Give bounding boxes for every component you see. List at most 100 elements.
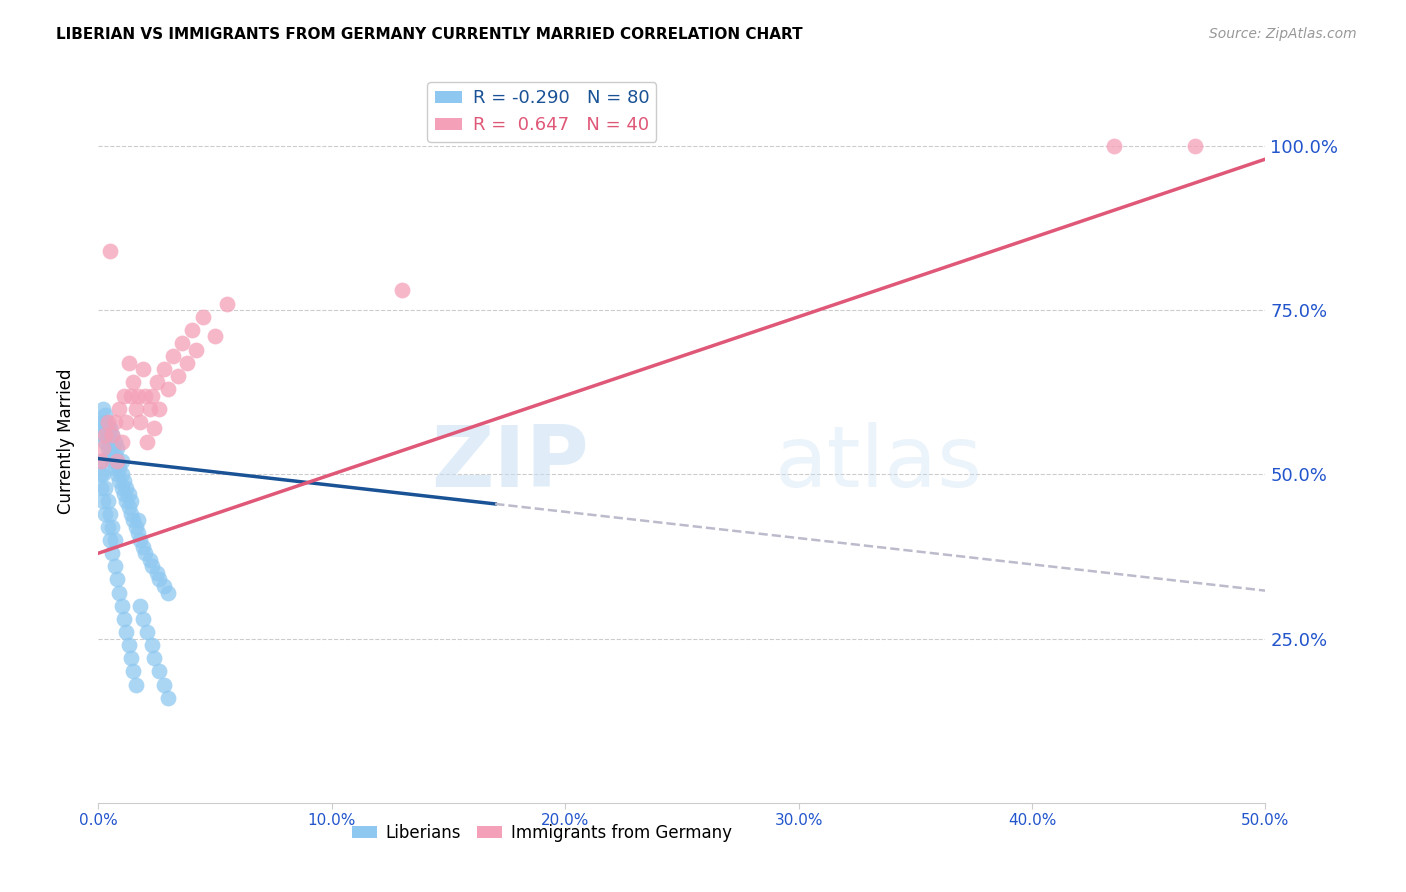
Point — [91, 401, 114, 416]
Point — [129, 599, 152, 613]
Point — [136, 434, 159, 449]
Point — [136, 625, 159, 640]
Point — [146, 566, 169, 580]
Point — [104, 533, 127, 547]
Point — [134, 388, 156, 402]
Point — [101, 441, 124, 455]
Point — [104, 415, 127, 429]
Point — [94, 434, 117, 449]
Point — [152, 362, 174, 376]
Point — [215, 296, 238, 310]
Point — [108, 401, 131, 416]
Point — [108, 474, 131, 488]
Point — [172, 336, 194, 351]
Point — [104, 559, 127, 574]
Point — [91, 428, 114, 442]
Point — [112, 388, 135, 402]
Point — [101, 520, 124, 534]
Text: atlas: atlas — [775, 422, 983, 505]
Point — [186, 343, 208, 357]
Point — [112, 487, 135, 501]
Text: LIBERIAN VS IMMIGRANTS FROM GERMANY CURRENTLY MARRIED CORRELATION CHART: LIBERIAN VS IMMIGRANTS FROM GERMANY CURR… — [56, 27, 803, 42]
Point — [111, 481, 134, 495]
Point — [90, 481, 112, 495]
Point — [108, 460, 131, 475]
Point — [120, 493, 142, 508]
Point — [104, 434, 127, 449]
Point — [98, 434, 121, 449]
Point — [115, 493, 138, 508]
Point — [141, 638, 163, 652]
Point — [111, 434, 134, 449]
Point — [115, 625, 138, 640]
Point — [94, 415, 117, 429]
Y-axis label: Currently Married: Currently Married — [56, 368, 75, 515]
Point — [143, 421, 166, 435]
Point — [101, 546, 124, 560]
Point — [132, 362, 155, 376]
Point — [115, 481, 138, 495]
Point — [105, 454, 128, 468]
Point — [152, 677, 174, 691]
Point — [120, 651, 142, 665]
Point — [112, 612, 135, 626]
Point — [204, 329, 226, 343]
Text: ZIP: ZIP — [430, 422, 589, 505]
Point — [122, 665, 145, 679]
Point — [90, 467, 112, 482]
Point — [1102, 139, 1125, 153]
Point — [94, 481, 117, 495]
Point — [90, 454, 112, 468]
Point — [127, 513, 149, 527]
Point — [101, 428, 124, 442]
Point — [132, 540, 155, 554]
Point — [115, 415, 138, 429]
Point — [91, 493, 114, 508]
Point — [125, 401, 148, 416]
Point — [118, 638, 141, 652]
Point — [120, 388, 142, 402]
Point — [97, 520, 120, 534]
Point — [1184, 139, 1206, 153]
Point — [111, 599, 134, 613]
Point — [125, 677, 148, 691]
Point — [143, 651, 166, 665]
Point — [141, 388, 163, 402]
Point — [101, 454, 124, 468]
Point — [148, 665, 170, 679]
Point — [180, 323, 202, 337]
Point — [111, 454, 134, 468]
Point — [94, 421, 117, 435]
Point — [98, 507, 121, 521]
Point — [157, 382, 180, 396]
Point — [105, 441, 128, 455]
Point — [97, 415, 120, 429]
Point — [139, 401, 162, 416]
Point — [97, 441, 120, 455]
Point — [105, 573, 128, 587]
Point — [97, 421, 120, 435]
Point — [157, 585, 180, 599]
Point — [127, 388, 149, 402]
Point — [111, 467, 134, 482]
Point — [91, 441, 114, 455]
Point — [129, 415, 152, 429]
Point — [166, 368, 188, 383]
Point — [120, 507, 142, 521]
Point — [134, 546, 156, 560]
Point — [94, 428, 117, 442]
Point — [91, 415, 114, 429]
Point — [391, 284, 413, 298]
Point — [118, 356, 141, 370]
Point — [122, 376, 145, 390]
Point — [112, 474, 135, 488]
Point — [91, 467, 114, 482]
Point — [97, 493, 120, 508]
Point — [98, 533, 121, 547]
Point — [125, 520, 148, 534]
Point — [146, 376, 169, 390]
Point — [157, 690, 180, 705]
Point — [139, 553, 162, 567]
Point — [141, 559, 163, 574]
Point — [101, 428, 124, 442]
